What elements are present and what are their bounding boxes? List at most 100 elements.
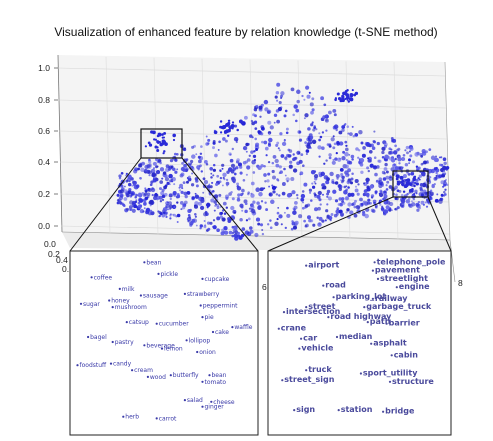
point	[279, 132, 283, 136]
point	[230, 124, 235, 128]
point	[313, 180, 316, 183]
word-label: carrot	[159, 415, 177, 422]
point	[420, 200, 425, 205]
gridline-v	[201, 58, 207, 237]
point	[225, 178, 229, 182]
point	[137, 201, 141, 205]
point	[339, 167, 344, 172]
point	[243, 115, 248, 120]
point	[346, 208, 350, 212]
word-label: road highway	[330, 312, 392, 321]
point	[280, 154, 285, 158]
point	[445, 166, 450, 170]
point	[264, 201, 267, 204]
point	[213, 209, 216, 212]
point	[434, 198, 439, 203]
point	[416, 182, 419, 186]
point	[326, 192, 330, 196]
point	[299, 139, 302, 142]
point	[249, 226, 253, 230]
chart-title: Visualization of enhanced feature by rel…	[54, 25, 437, 39]
point	[395, 193, 398, 197]
word-point	[201, 380, 204, 383]
point	[137, 204, 142, 210]
point	[169, 197, 172, 201]
point	[361, 212, 366, 216]
point	[162, 171, 167, 175]
word-label: pie	[205, 314, 214, 321]
point	[305, 223, 309, 228]
point	[231, 234, 235, 238]
point	[256, 201, 260, 205]
point	[227, 167, 233, 172]
point	[219, 169, 222, 172]
point	[174, 170, 178, 174]
point	[199, 152, 203, 156]
word-point	[363, 306, 366, 309]
point	[340, 179, 342, 182]
point	[212, 168, 217, 172]
point	[176, 213, 181, 218]
point	[259, 115, 262, 118]
point	[283, 211, 286, 214]
point	[179, 201, 184, 205]
point	[325, 180, 330, 185]
word-label: truck	[308, 365, 332, 374]
point	[418, 178, 421, 181]
point	[419, 182, 424, 187]
point	[198, 159, 202, 164]
point	[149, 183, 153, 187]
point	[118, 195, 124, 201]
point	[205, 135, 208, 138]
point	[328, 156, 332, 160]
gridline-h	[61, 225, 450, 235]
point	[381, 146, 386, 151]
point	[440, 193, 444, 197]
point	[284, 226, 287, 230]
point	[231, 177, 237, 183]
zoom-panel-left-words: bean coffee pickle cupcake milk sausage strawb…	[76, 259, 253, 422]
point	[284, 109, 288, 113]
point	[159, 167, 165, 172]
point	[431, 183, 435, 187]
z-tick-label: 0.6	[38, 126, 50, 136]
point	[438, 199, 443, 204]
z-tick-label: 0.4	[38, 157, 50, 167]
word-label: cream	[134, 367, 153, 374]
point-cloud	[116, 82, 450, 241]
point	[143, 207, 146, 210]
word-label: railway	[375, 294, 408, 303]
word-point	[199, 304, 202, 307]
point	[301, 164, 305, 168]
word-point	[305, 369, 308, 372]
word-point	[157, 272, 160, 275]
point	[129, 200, 134, 205]
point	[281, 141, 287, 147]
point	[182, 181, 186, 185]
point	[213, 130, 218, 135]
point	[317, 206, 321, 211]
point	[317, 190, 322, 196]
point	[157, 132, 162, 137]
point	[406, 179, 410, 184]
point	[340, 172, 344, 177]
point	[168, 204, 173, 209]
point	[306, 94, 311, 99]
point	[359, 197, 363, 202]
point	[150, 168, 156, 174]
point	[145, 196, 148, 200]
point	[257, 205, 262, 211]
point	[394, 207, 398, 211]
point	[146, 192, 151, 197]
point	[384, 162, 388, 167]
point	[260, 187, 265, 191]
point	[223, 178, 226, 181]
point	[199, 205, 205, 211]
point	[311, 139, 317, 145]
point	[253, 158, 257, 162]
point	[242, 179, 246, 182]
point	[216, 203, 220, 208]
point	[331, 180, 335, 184]
point	[183, 147, 186, 150]
point	[255, 217, 261, 222]
